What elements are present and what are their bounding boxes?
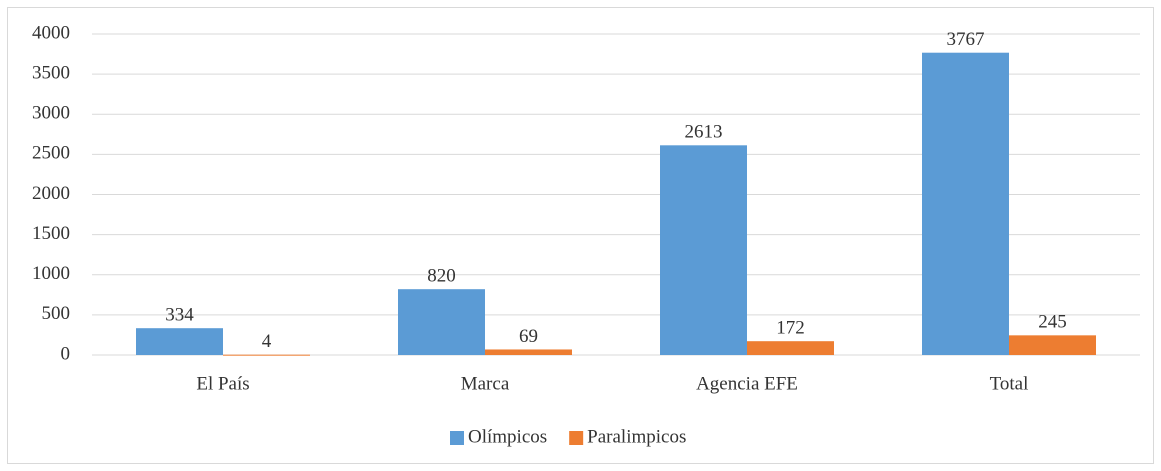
legend-swatch [569,431,584,445]
bar [223,354,310,356]
bar [136,328,223,355]
data-label: 334 [165,305,194,326]
data-label: 69 [519,326,538,347]
data-label: 172 [776,318,805,339]
data-label: 3767 [947,29,985,50]
bar [1009,335,1096,355]
data-label: 245 [1038,312,1067,333]
data-label: 4 [262,331,272,352]
y-tick-label: 3500 [32,62,70,83]
y-tick-label: 1500 [32,223,70,244]
y-tick-label: 4000 [32,22,70,43]
y-tick-label: 1000 [32,263,70,284]
data-label: 820 [427,266,456,287]
bar [660,145,747,355]
y-tick-label: 500 [42,303,71,324]
y-tick-label: 2500 [32,143,70,164]
y-tick-label: 3000 [32,103,70,124]
x-tick-label: El País [196,373,249,394]
legend-label: Paralimpicos [587,426,686,447]
bar [747,341,834,355]
x-tick-label: Marca [461,373,510,394]
legend-swatch [450,431,464,445]
x-tick-label: Agencia EFE [696,373,798,394]
data-label: 2613 [685,122,723,143]
bar [398,289,485,355]
bar [485,349,572,355]
legend-label: Olímpicos [468,426,547,447]
x-tick-label: Total [990,373,1029,394]
bar [922,52,1009,356]
y-tick-label: 0 [61,343,71,364]
y-tick-label: 2000 [32,183,70,204]
